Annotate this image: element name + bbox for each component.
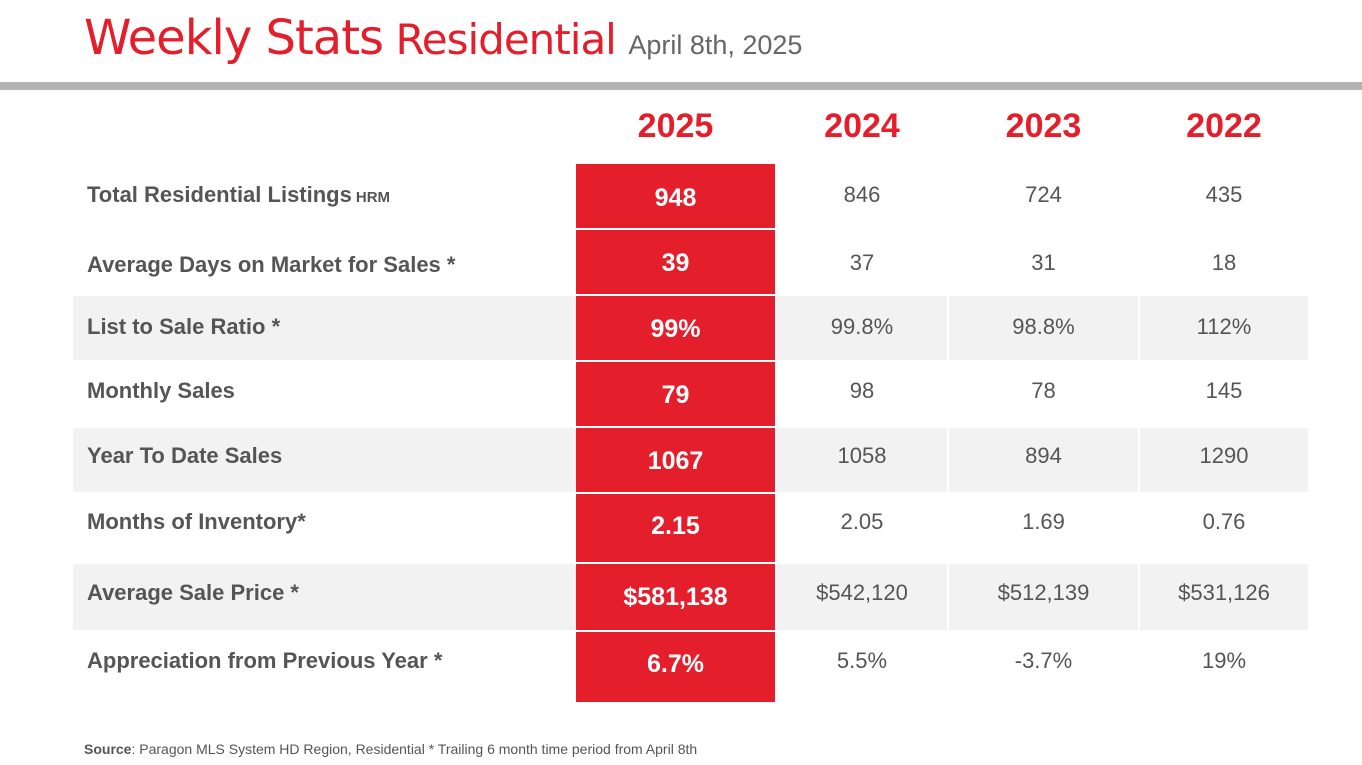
cell-2024: 5.5% <box>836 648 888 673</box>
cell-2025-list-to-sale: 99% <box>650 315 701 343</box>
row-shading <box>73 296 576 360</box>
row-shading <box>73 564 576 630</box>
row-label: Average Days on Market for Sales * <box>87 252 456 277</box>
highlight-divider <box>576 294 775 296</box>
cell-2022: 0.76 <box>1202 509 1246 534</box>
stats-row-monthly-sales: Monthly Sales 98 78 145 <box>73 362 1308 426</box>
row-shading <box>777 296 947 360</box>
row-shading <box>1140 428 1308 492</box>
stats-row-ytd-sales: Year To Date Sales 1058 894 1290 <box>73 428 1308 492</box>
row-shading <box>777 564 947 630</box>
stats-row-list-to-sale: List to Sale Ratio * 99.8% 98.8% 112% <box>73 296 1308 360</box>
row-label: Year To Date Sales <box>87 443 283 468</box>
row-shading <box>777 428 947 492</box>
stats-row-total-listings: Total Residential Listings HRM 846 724 43… <box>73 164 1308 228</box>
cell-2023: $512,139 <box>997 580 1090 605</box>
stats-row-days-on-market: Average Days on Market for Sales * 37 31… <box>73 230 1308 294</box>
row-shading <box>73 428 576 492</box>
row-shading <box>949 296 1138 360</box>
row-shading <box>1140 296 1308 360</box>
cell-2023: 724 <box>1025 182 1062 207</box>
highlight-divider <box>576 426 775 428</box>
cell-2023: 894 <box>1025 443 1062 468</box>
row-label: Months of Inventory* <box>87 509 306 534</box>
cell-2022: $531,126 <box>1178 580 1270 605</box>
row-shading <box>949 428 1138 492</box>
cell-2024: 37 <box>849 250 875 275</box>
row-label: Monthly Sales <box>87 378 235 403</box>
page-subtitle: Residential <box>395 15 617 64</box>
header-divider <box>0 82 1362 90</box>
row-label: Appreciation from Previous Year * <box>87 648 443 673</box>
row-shading <box>949 564 1138 630</box>
cell-2023: 1.69 <box>1022 509 1065 534</box>
cell-2024: $542,120 <box>816 580 908 605</box>
row-label-suffix: HRM <box>355 189 391 206</box>
highlight-divider <box>576 360 775 362</box>
cell-2022: 18 <box>1211 250 1237 275</box>
row-label: Total Residential Listings HRM <box>87 182 391 207</box>
row-shading <box>1140 564 1308 630</box>
cell-2025-days-on-market: 39 <box>661 249 690 277</box>
cell-2023: -3.7% <box>1014 648 1073 673</box>
highlight-divider <box>576 562 775 564</box>
cell-2024: 99.8% <box>830 314 894 339</box>
page-title: Weekly Stats <box>84 10 384 66</box>
cell-2024: 2.05 <box>840 509 884 534</box>
highlight-divider <box>576 228 775 230</box>
stats-row-months-inventory: Months of Inventory* 2.05 1.69 0.76 <box>73 494 1308 560</box>
source-label: Source <box>84 741 132 757</box>
column-header-2022: 2022 <box>1186 107 1262 145</box>
current-year-highlight-column <box>576 164 775 702</box>
page-header: Weekly Stats Residential April 8th, 2025 <box>84 10 802 66</box>
column-header-2025: 2025 <box>637 107 714 145</box>
source-note: Source: Paragon MLS System HD Region, Re… <box>84 741 697 757</box>
stats-row-avg-sale-price: Average Sale Price * $542,120 $512,139 $… <box>73 564 1308 630</box>
report-date: April 8th, 2025 <box>628 30 803 60</box>
cell-2022: 145 <box>1205 378 1243 403</box>
cell-2023: 78 <box>1031 378 1056 403</box>
cell-2024: 1058 <box>837 443 887 468</box>
cell-2023: 98.8% <box>1012 314 1075 339</box>
column-header-2023: 2023 <box>1005 107 1082 145</box>
cell-2025-avg-sale-price: $581,138 <box>623 583 728 611</box>
cell-2022: 435 <box>1205 182 1243 207</box>
highlight-divider <box>576 492 775 494</box>
cell-2024: 98 <box>849 378 875 403</box>
row-label: List to Sale Ratio * <box>87 314 281 339</box>
cell-2025-ytd-sales: 1067 <box>647 447 704 475</box>
column-header-2024: 2024 <box>824 107 900 145</box>
cell-2024: 846 <box>843 182 881 207</box>
cell-2025-appreciation: 6.7% <box>647 650 704 678</box>
row-label: Average Sale Price * <box>87 580 299 605</box>
highlight-divider <box>576 630 775 632</box>
cell-2023: 31 <box>1031 250 1056 275</box>
stats-row-appreciation: Appreciation from Previous Year * 5.5% -… <box>73 632 1308 702</box>
cell-2022: 1290 <box>1199 443 1249 468</box>
cell-2025-months-inventory: 2.15 <box>651 512 700 540</box>
cell-2022: 19% <box>1201 648 1247 673</box>
cell-2025-monthly-sales: 79 <box>661 381 690 409</box>
cell-2025-total-listings: 948 <box>654 184 697 212</box>
source-text: : Paragon MLS System HD Region, Resident… <box>131 741 698 757</box>
cell-2022: 112% <box>1196 314 1252 339</box>
